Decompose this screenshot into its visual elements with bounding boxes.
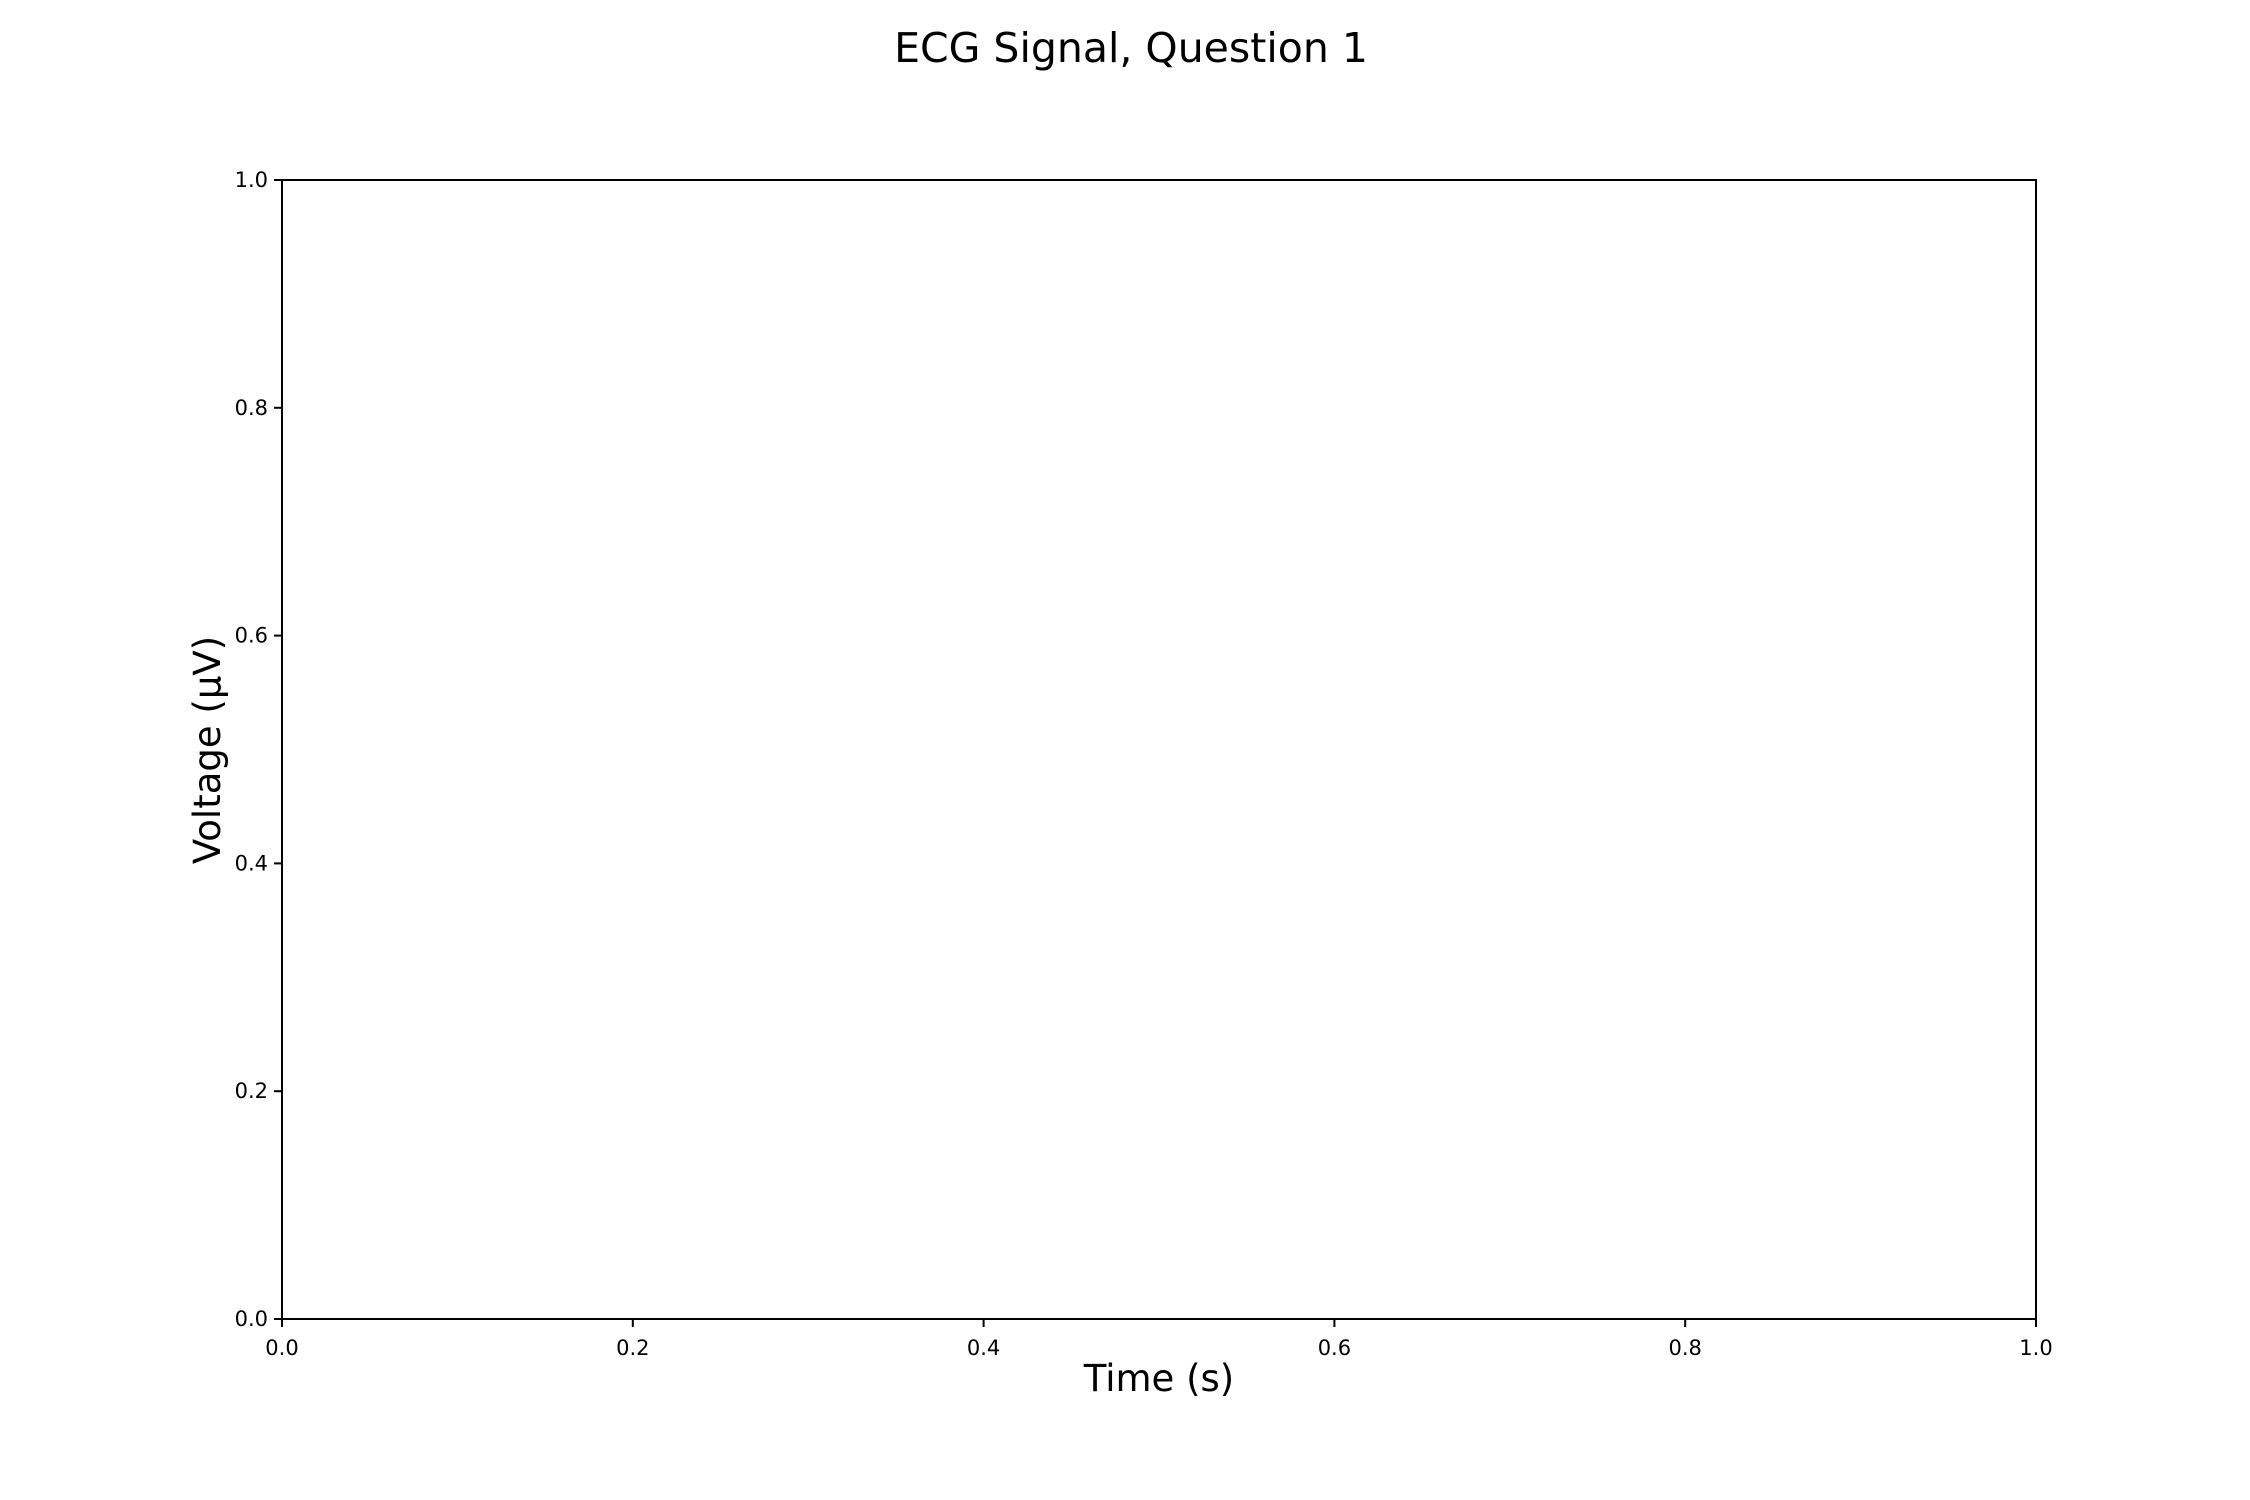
y-tick-label: 0.0: [235, 1307, 268, 1331]
x-axis-label: Time (s): [1083, 1357, 1234, 1400]
y-tick-label: 0.4: [235, 851, 268, 875]
x-tick-label: 1.0: [2019, 1336, 2052, 1360]
x-tick-label: 0.8: [1668, 1336, 1701, 1360]
x-tick-label: 0.4: [967, 1336, 1000, 1360]
y-tick-label: 1.0: [235, 168, 268, 192]
y-tick-label: 0.8: [235, 396, 268, 420]
x-tick-label: 0.0: [265, 1336, 298, 1360]
y-tick-label: 0.6: [235, 624, 268, 648]
y-tick-label: 0.2: [235, 1079, 268, 1103]
y-axis-ticks: 0.0 0.2 0.4 0.6 0.8 1.0: [235, 168, 282, 1331]
plot-area: [282, 180, 2036, 1319]
x-tick-label: 0.6: [1318, 1336, 1351, 1360]
chart-title: ECG Signal, Question 1: [894, 24, 1368, 72]
x-tick-label: 0.2: [616, 1336, 649, 1360]
axes-frame: [281, 179, 2037, 1320]
x-axis-ticks: 0.0 0.2 0.4 0.6 0.8 1.0: [265, 1319, 2053, 1360]
y-axis-label: Voltage (µV): [186, 636, 229, 864]
